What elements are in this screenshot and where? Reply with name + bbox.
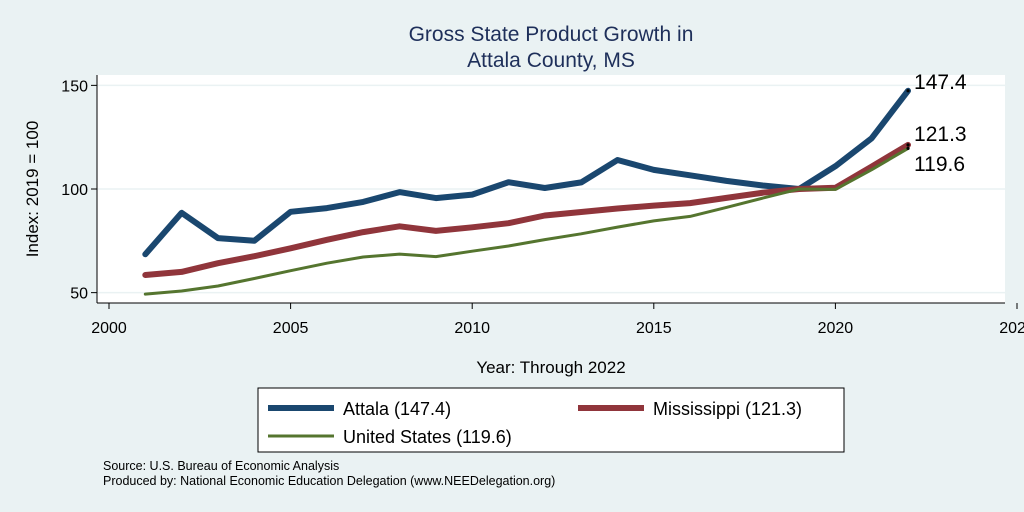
y-tick-label: 150 — [61, 78, 88, 95]
series-line-united-states — [143, 146, 910, 296]
end-value-label: 119.6 — [914, 153, 965, 176]
y-axis: 50 100 150 Index: 2019 = 100 — [23, 75, 98, 303]
x-tick-label: 2015 — [636, 320, 672, 337]
legend-entry: Mississippi (121.3) — [653, 399, 802, 419]
end-point-marker — [906, 89, 910, 93]
series-lines — [142, 87, 911, 296]
x-tick-label: 2005 — [273, 320, 309, 337]
end-point-marker — [906, 143, 910, 147]
x-tick-label: 2000 — [91, 320, 127, 337]
end-point-marker — [906, 146, 910, 150]
legend-entry: United States (119.6) — [343, 427, 512, 447]
legend-entry: Attala (147.4) — [343, 399, 451, 419]
x-axis: 2000 2005 2010 2015 2020 2025 Year: Through 20… — [91, 302, 1024, 377]
x-tick-label: 2025 — [999, 320, 1024, 337]
chart-title-line: Gross State Product Growth in — [409, 23, 694, 46]
chart-title-line: Attala County, MS — [467, 49, 635, 72]
end-value-label: 147.4 — [914, 71, 967, 94]
y-axis-label: Index: 2019 = 100 — [23, 121, 42, 258]
chart-footer: Source: U.S. Bureau of Economic Analysis… — [103, 459, 555, 489]
end-value-label: 121.3 — [914, 123, 967, 146]
end-labels: 147.4 121.3 119.6 — [906, 71, 967, 176]
produced-by-note: Produced by: National Economic Education… — [103, 474, 556, 488]
x-axis-label: Year: Through 2022 — [476, 358, 625, 377]
source-note: Source: U.S. Bureau of Economic Analysis — [103, 459, 340, 473]
y-tick-label: 50 — [70, 286, 88, 303]
chart-title: Gross State Product Growth in Attala Coun… — [409, 23, 694, 72]
x-tick-label: 2010 — [454, 320, 490, 337]
x-tick-label: 2020 — [818, 320, 854, 337]
legend-box — [257, 387, 845, 453]
series-line-mississippi — [142, 141, 911, 278]
y-tick-label: 100 — [61, 182, 88, 199]
series-line-attala — [142, 87, 911, 258]
legend: Attala (147.4) Mississippi (121.3) United … — [257, 387, 845, 453]
